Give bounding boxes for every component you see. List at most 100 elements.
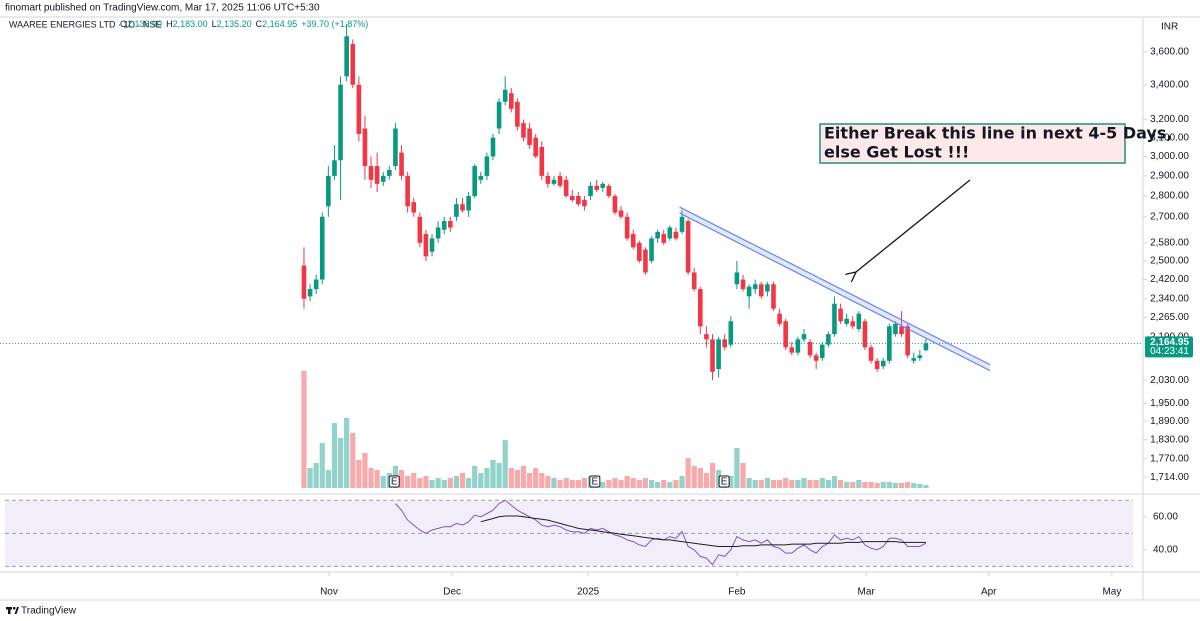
y-tick-label: 2,580.00 [1150,237,1189,248]
volume-bar [709,463,716,488]
volume-bar [807,480,813,488]
volume-bar [862,482,868,488]
candle-body [521,123,526,138]
quote-key: C [256,19,263,29]
candle-body [813,355,819,361]
event-label: E [391,477,398,488]
volume-bar [423,476,429,488]
volume-bar [874,483,880,488]
volume-bar [746,478,752,488]
candle-body [508,93,514,109]
candle-body [490,137,496,157]
candle-body [807,342,813,356]
candle-body [563,179,569,196]
candle-body [533,137,538,157]
annotation-line: else Get Lost !!! [824,143,969,162]
logo-part [8,607,11,614]
volume-bar [606,480,612,488]
volume-bar [752,480,758,488]
quote-key: L [212,19,217,29]
candle-body [515,101,520,127]
candle-body [606,185,612,196]
candle-body [423,234,429,257]
y-tick-label: 3,400.00 [1150,79,1189,90]
candle-body [777,313,782,324]
candle-body [856,313,862,329]
volume-bar [344,418,350,488]
y-tick-label: 3,600.00 [1150,47,1189,58]
volume-bar [526,473,533,488]
candle-body [783,321,788,348]
volume-bar [600,482,606,488]
volume-bar [691,466,697,488]
last-price-label: 2,164.95 [1150,337,1189,348]
candle-body [466,195,471,211]
candle-body [454,204,459,217]
volume-bar [728,476,734,488]
volume-bar [520,466,527,488]
volume-bar [380,476,386,488]
y-tick-label: 2,420.00 [1150,274,1189,285]
volume-bar [886,482,892,488]
rsi-y-tick-label: 60.00 [1153,511,1178,522]
volume-bar [612,478,618,488]
candle-body [313,279,319,290]
candle-body [826,334,831,345]
volume-bar [831,476,838,488]
candle-body [771,284,776,309]
volume-bar [813,480,819,488]
volume-bar [490,460,496,488]
volume-bar [868,482,874,488]
x-tick-label: Nov [320,587,338,598]
volume-bar [740,463,746,488]
volume-bar [301,371,307,488]
volume-bar [539,473,545,488]
volume-bar [374,470,380,488]
candle-body [484,156,490,176]
candle-body [569,195,575,201]
volume-bar [441,480,447,488]
candle-body [472,166,478,196]
candle-body [868,347,874,361]
volume-bar [795,480,801,488]
volume-bar [770,480,777,488]
quote-change: +39.70 (+1.87%) [301,19,368,29]
candle-body [600,183,606,188]
candle-body [643,249,648,273]
candle-body [917,355,923,359]
volume-bar [673,480,679,488]
volume-bar [618,480,624,488]
volume-bar [905,482,911,488]
volume-bar [405,476,411,488]
x-tick-label: Mar [858,587,876,598]
volume-bar [557,480,563,488]
event-label: E [591,477,598,488]
candle-body [698,289,703,327]
countdown: 04:23:41 [1150,346,1189,357]
volume-bar [697,468,703,488]
candle-body [478,175,484,180]
volume-bar [435,478,441,488]
volume-bar [508,468,514,488]
volume-bar [362,453,368,488]
quote-value: 2,183.00 [173,19,208,29]
candle-body [716,339,721,370]
candle-body [911,358,917,361]
y-tick-label: 3,200.00 [1150,114,1189,125]
volume-bar [514,470,520,488]
candle-body [758,284,764,297]
volume-bar [368,468,374,488]
volume-bar [648,480,655,488]
candle-body [441,221,447,230]
candle-body [850,321,856,327]
candle-body [734,272,740,285]
volume-bar [581,478,588,488]
volume-bar [679,476,685,488]
candle-body [704,334,709,340]
quote-key: O [120,19,127,29]
y-tick-label: 2,700.00 [1150,211,1189,222]
candle-body [691,272,697,290]
symbol: WAAREE ENERGIES LTD · 1D · NSE [9,19,162,29]
volume-bar [655,482,661,488]
